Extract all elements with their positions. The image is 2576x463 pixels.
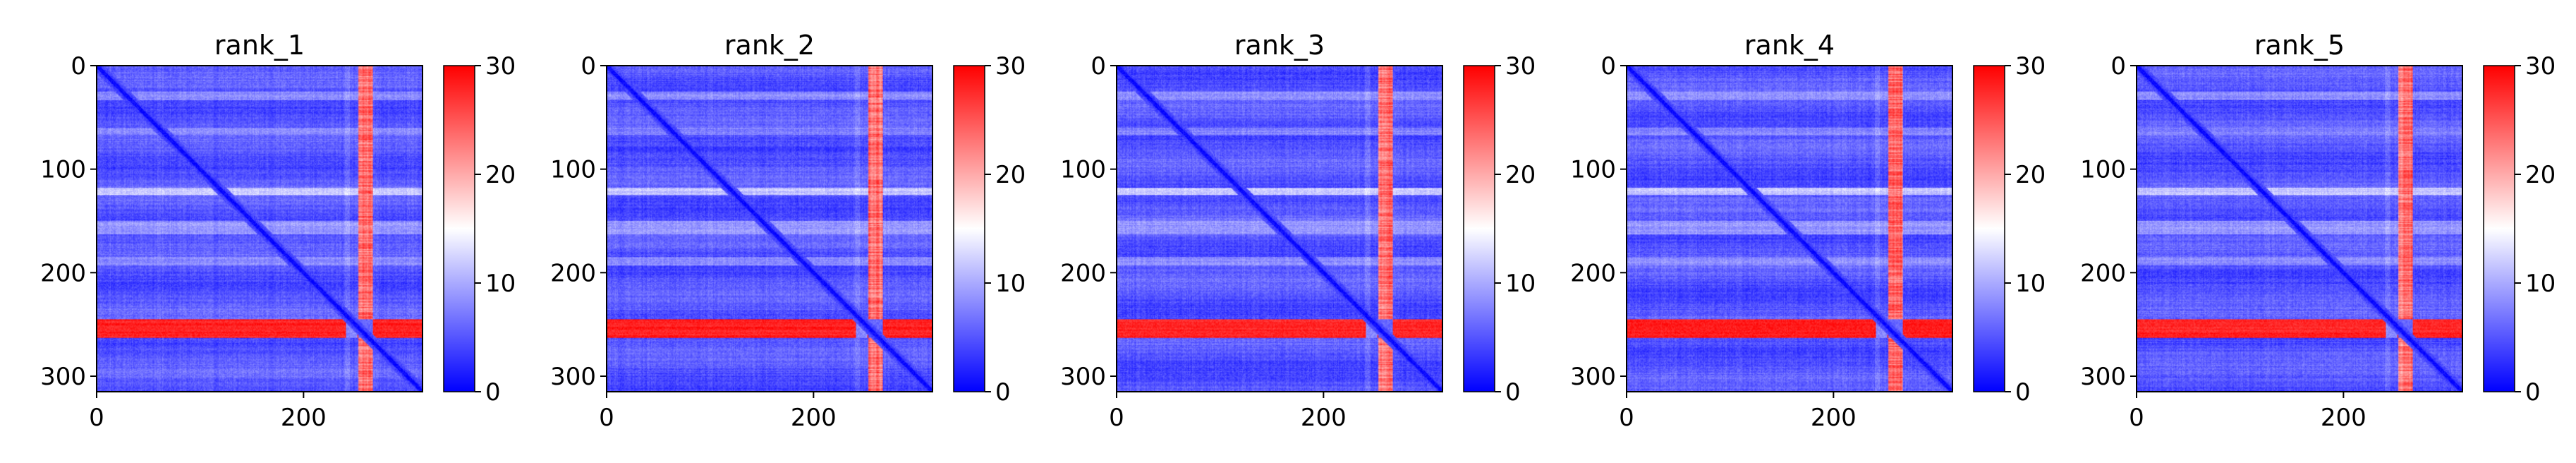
- panel-title: rank_1: [214, 30, 305, 61]
- colorbar-tick-label: 30: [1505, 52, 1536, 80]
- colorbar-tick-label: 0: [995, 378, 1011, 407]
- y-tick-label: 300: [1570, 363, 1616, 391]
- colorbar-tick-label: 0: [485, 378, 501, 407]
- colorbar: [953, 65, 985, 392]
- colorbar: [2483, 65, 2515, 392]
- x-tick-label: 200: [1811, 404, 1857, 432]
- y-tick-label: 100: [2080, 156, 2126, 184]
- y-tick-label: 200: [2080, 259, 2126, 287]
- colorbar-tick-label: 10: [485, 270, 516, 298]
- panel-title: rank_3: [1234, 30, 1325, 61]
- y-tick-label: 300: [1060, 363, 1106, 391]
- y-tick-label: 100: [550, 156, 596, 184]
- axes-frame: [2136, 65, 2463, 392]
- y-tick-label: 100: [1060, 156, 1106, 184]
- x-tick-label: 0: [89, 404, 104, 432]
- axes-frame: [606, 65, 933, 392]
- colorbar: [1973, 65, 2005, 392]
- y-tick-label: 300: [40, 363, 86, 391]
- colorbar-tick-label: 20: [2015, 161, 2046, 189]
- heatmap-image: [97, 66, 423, 392]
- y-tick-label: 0: [2110, 52, 2126, 80]
- panel-title: rank_4: [1744, 30, 1835, 61]
- y-tick-label: 200: [550, 259, 596, 287]
- heatmap-image: [607, 66, 932, 392]
- colorbar-tick-label: 0: [2015, 378, 2031, 407]
- colorbar-tick-label: 30: [995, 52, 1026, 80]
- colorbar-tick-label: 30: [485, 52, 516, 80]
- y-tick-label: 0: [71, 52, 86, 80]
- colorbar-tick-label: 20: [995, 161, 1026, 189]
- x-tick-label: 0: [2129, 404, 2144, 432]
- x-tick-label: 200: [2321, 404, 2367, 432]
- colorbar-tick-label: 0: [2525, 378, 2541, 407]
- colorbar-tick-label: 20: [485, 161, 516, 189]
- colorbar-tick-label: 30: [2525, 52, 2556, 80]
- y-tick-label: 300: [550, 363, 596, 391]
- y-tick-label: 200: [1060, 259, 1106, 287]
- colorbar-tick-label: 10: [2015, 270, 2046, 298]
- y-tick-label: 0: [1090, 52, 1106, 80]
- panel-title: rank_2: [724, 30, 815, 61]
- heatmap-image: [2137, 66, 2462, 392]
- x-tick-label: 0: [1109, 404, 1124, 432]
- y-tick-label: 0: [581, 52, 596, 80]
- x-tick-label: 0: [1619, 404, 1634, 432]
- x-tick-label: 200: [281, 404, 327, 432]
- colorbar-tick-label: 20: [1505, 161, 1536, 189]
- y-tick-label: 200: [1570, 259, 1616, 287]
- y-tick-label: 0: [1600, 52, 1616, 80]
- colorbar: [1463, 65, 1495, 392]
- x-tick-label: 200: [791, 404, 837, 432]
- colorbar-tick-label: 30: [2015, 52, 2046, 80]
- y-tick-label: 100: [1570, 156, 1616, 184]
- colorbar-tick-label: 10: [2525, 270, 2556, 298]
- panel-title: rank_5: [2254, 30, 2345, 61]
- axes-frame: [1626, 65, 1953, 392]
- x-tick-label: 0: [599, 404, 614, 432]
- colorbar-tick-label: 10: [995, 270, 1026, 298]
- axes-frame: [96, 65, 423, 392]
- colorbar: [443, 65, 475, 392]
- axes-frame: [1116, 65, 1443, 392]
- y-tick-label: 300: [2080, 363, 2126, 391]
- colorbar-tick-label: 10: [1505, 270, 1536, 298]
- heatmap-image: [1117, 66, 1442, 392]
- heatmap-image: [1627, 66, 1952, 392]
- y-tick-label: 200: [40, 259, 86, 287]
- x-tick-label: 200: [1301, 404, 1347, 432]
- y-tick-label: 100: [40, 156, 86, 184]
- colorbar-tick-label: 0: [1505, 378, 1521, 407]
- colorbar-tick-label: 20: [2525, 161, 2556, 189]
